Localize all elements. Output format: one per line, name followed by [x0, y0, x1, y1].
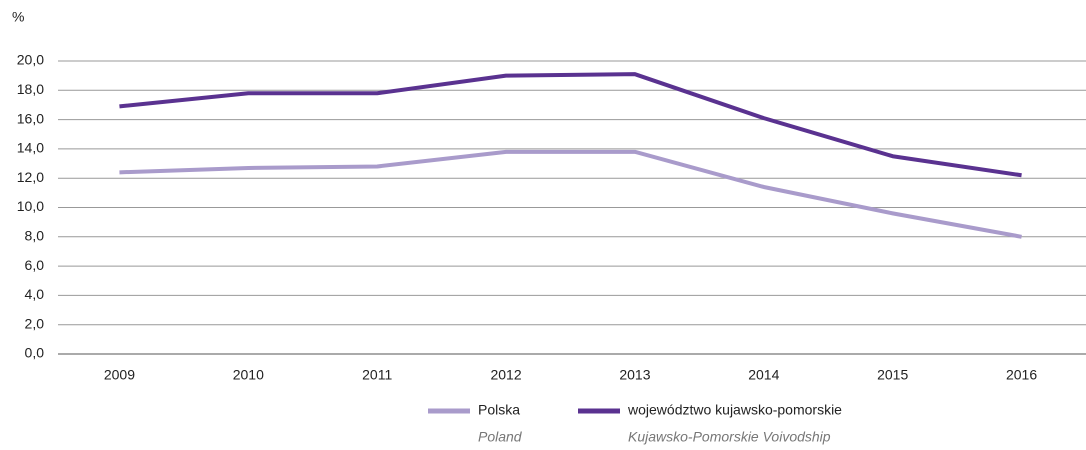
legend-sublabel: Poland: [478, 429, 523, 445]
y-tick-label: 14,0: [17, 140, 44, 156]
x-tick-label: 2014: [748, 367, 779, 383]
y-tick-label: 4,0: [25, 286, 45, 302]
y-tick-label: 0,0: [25, 345, 45, 361]
y-tick-label: 2,0: [25, 315, 45, 331]
legend-label: województwo kujawsko-pomorskie: [627, 402, 842, 418]
line-series: [119, 149, 1022, 239]
y-tick-label: 10,0: [17, 198, 44, 214]
y-tick-label: 20,0: [17, 52, 44, 68]
x-tick-label: 2015: [877, 367, 908, 383]
legend-label: Polska: [478, 402, 520, 418]
y-tick-label: 6,0: [25, 257, 45, 273]
y-tick-label: 12,0: [17, 169, 44, 185]
x-tick-label: 2016: [1006, 367, 1037, 383]
y-unit: %: [12, 9, 24, 25]
x-tick-label: 2013: [619, 367, 650, 383]
y-tick-label: 8,0: [25, 228, 45, 244]
legend-sublabel: Kujawsko-Pomorskie Voivodship: [628, 429, 831, 445]
x-tick-label: 2010: [233, 367, 264, 383]
x-tick-label: 2012: [490, 367, 521, 383]
x-tick-label: 2011: [362, 367, 392, 383]
line-series: [119, 72, 1022, 178]
y-tick-label: 18,0: [17, 81, 44, 97]
x-tick-label: 2009: [104, 367, 135, 383]
y-tick-label: 16,0: [17, 110, 44, 126]
